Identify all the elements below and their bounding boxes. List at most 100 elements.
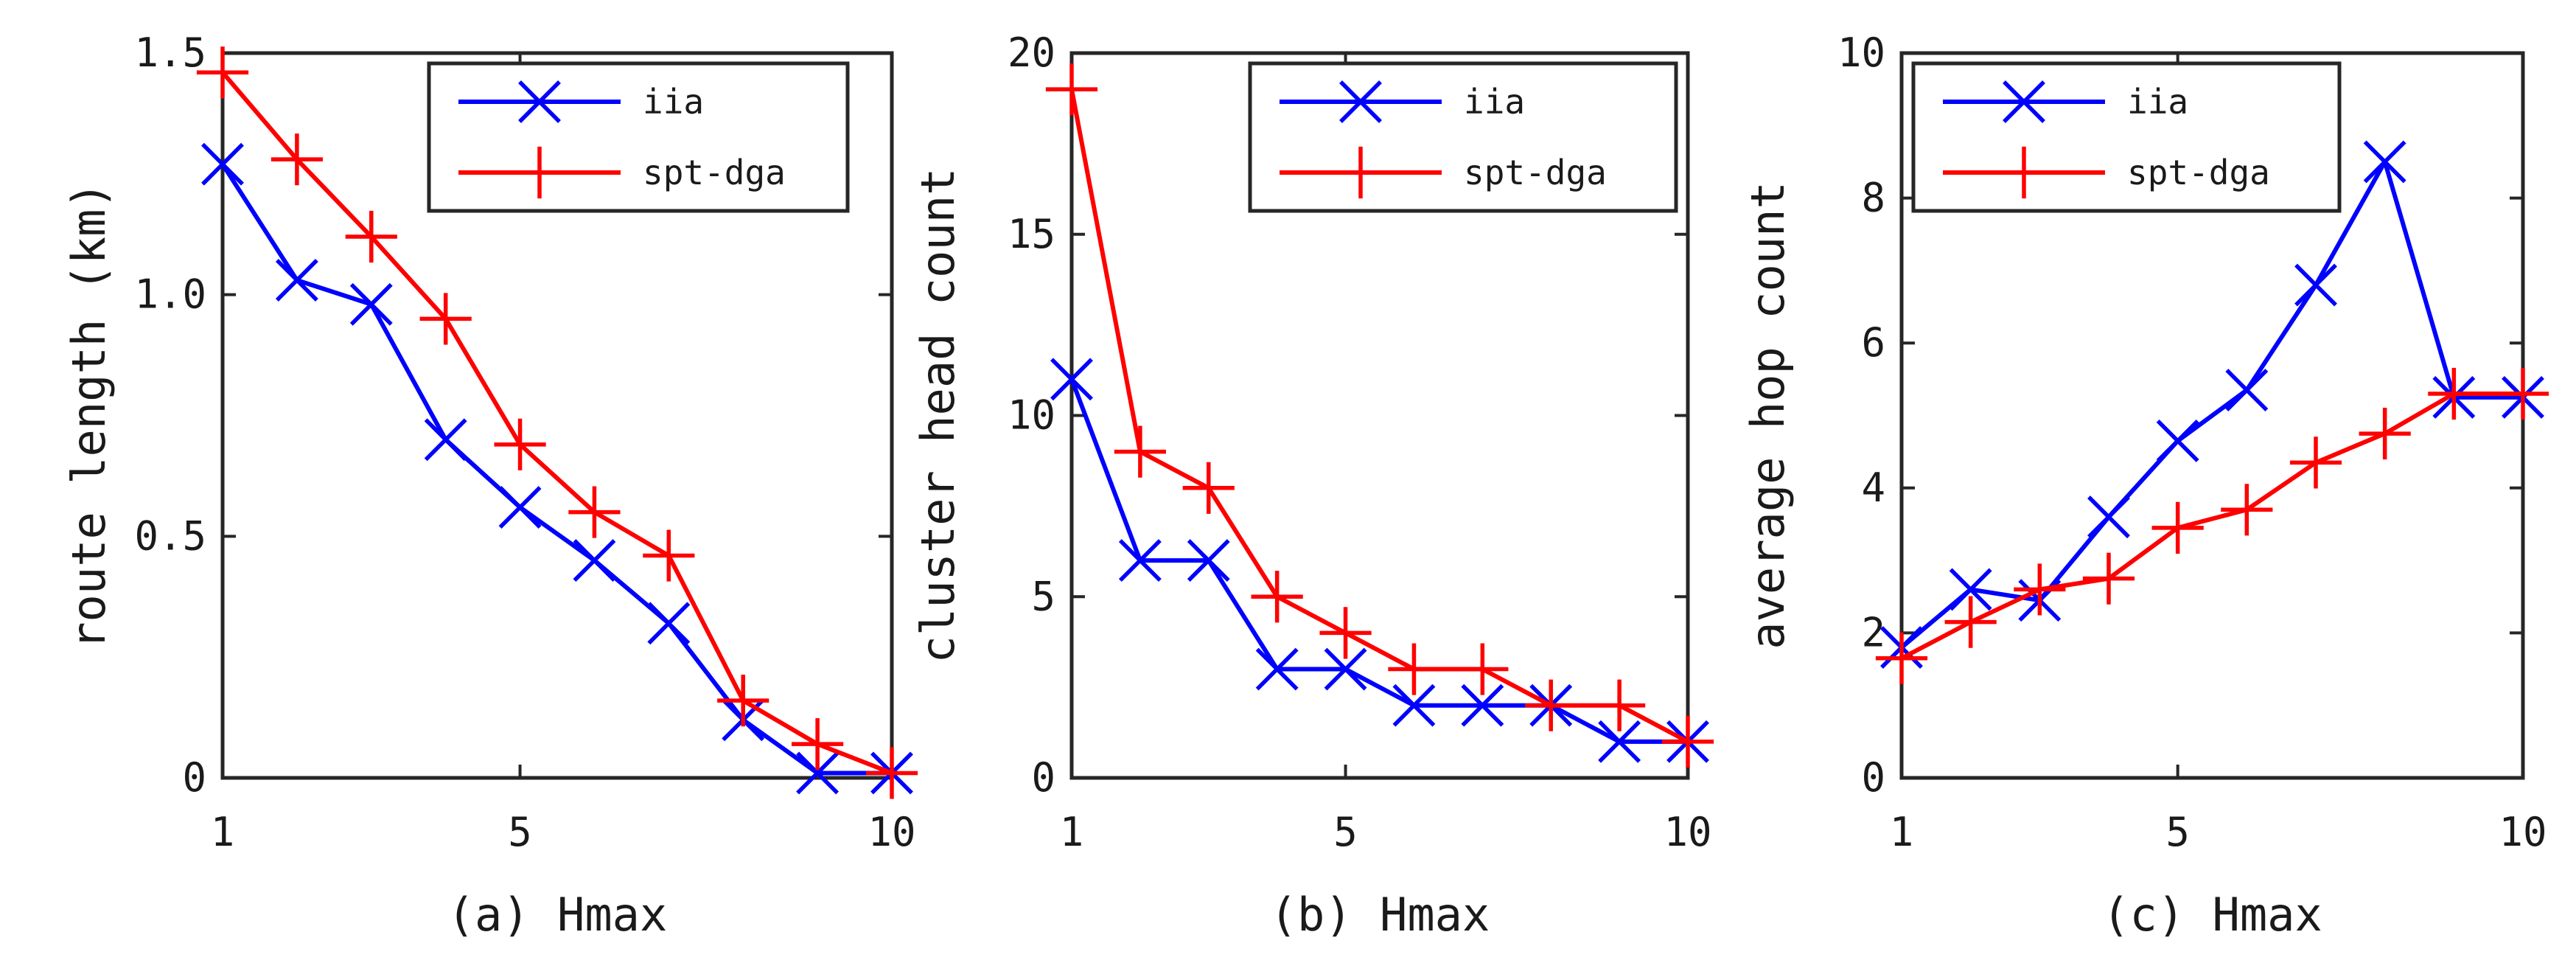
data-point-plus-marker <box>2359 407 2411 460</box>
data-point-x-marker <box>201 142 244 186</box>
series-line <box>1900 392 2523 661</box>
data-point-x-marker <box>1598 720 1641 763</box>
y-axis-label: cluster head count <box>911 168 965 664</box>
data-point-plus-marker <box>2428 367 2480 420</box>
y-axis-label: average hop count <box>1741 181 1795 650</box>
series-iia <box>1050 358 1709 763</box>
y-tick-label: 10 <box>1008 392 1055 439</box>
y-tick-label: 1.0 <box>134 271 206 318</box>
data-point-x-marker <box>498 486 542 529</box>
y-tick-label: 4 <box>1861 465 1885 511</box>
data-point-x-marker <box>1187 539 1230 582</box>
data-point-x-marker <box>2225 369 2269 412</box>
data-point-plus-marker <box>2151 501 2204 554</box>
data-point-x-marker <box>349 282 393 326</box>
x-tick-label: 10 <box>868 809 915 855</box>
y-tick-label: 0 <box>182 754 206 801</box>
legend-label-spt-dga: spt-dga <box>2127 153 2270 192</box>
data-point-plus-marker <box>1525 679 1577 731</box>
x-axis-label: (a) Hmax <box>447 888 668 942</box>
chart-panel-a: 1 5 10 0 0.5 1.0 1.5 (a) Hmax route length (km) i… <box>62 29 918 942</box>
data-point-plus-marker <box>865 747 918 799</box>
data-point-plus-marker <box>270 133 323 186</box>
data-point-x-marker <box>1050 358 1093 401</box>
y-tick-label: 6 <box>1861 319 1885 366</box>
data-point-plus-marker <box>1594 679 1646 731</box>
series-line <box>1900 159 2523 650</box>
legend-box <box>1911 61 2342 213</box>
series-iia <box>1880 140 2544 669</box>
data-point-x-marker <box>518 80 561 123</box>
x-axis-label: (b) Hmax <box>1270 888 1490 942</box>
data-point-plus-marker <box>345 210 397 263</box>
series-line <box>220 163 892 776</box>
data-point-plus-marker <box>1182 462 1235 514</box>
series-line <box>1069 88 1689 744</box>
x-tick-label: 1 <box>211 809 235 855</box>
series-line <box>1069 378 1688 744</box>
data-point-plus-marker <box>1114 425 1166 478</box>
data-point-x-marker <box>1324 647 1367 691</box>
y-tick-label: 5 <box>1031 573 1055 619</box>
series-line <box>220 71 893 776</box>
x-tick-label: 1 <box>1060 809 1084 855</box>
legend-box <box>1248 61 1678 213</box>
data-point-plus-marker <box>513 146 566 199</box>
x-tick-label: 5 <box>2165 809 2190 855</box>
y-tick-label: 0.5 <box>134 512 206 559</box>
y-tick-label: 0 <box>1031 754 1055 801</box>
x-tick-label: 1 <box>1890 809 1914 855</box>
data-point-x-marker <box>1118 539 1162 582</box>
legend: iia spt-dga <box>1248 61 1678 213</box>
legend: iia spt-dga <box>1911 61 2342 213</box>
x-tick-label: 10 <box>1664 809 1711 855</box>
data-point-plus-marker <box>2496 367 2549 420</box>
data-point-x-marker <box>2087 495 2130 539</box>
legend-label-iia: iia <box>1464 82 1525 122</box>
legend-label-iia: iia <box>643 82 704 122</box>
y-tick-label: 8 <box>1861 175 1885 221</box>
data-point-plus-marker <box>1997 146 2050 199</box>
data-point-plus-marker <box>1045 63 1098 116</box>
data-point-plus-marker <box>2014 563 2066 616</box>
data-point-x-marker <box>2363 140 2406 184</box>
x-tick-label: 5 <box>1333 809 1358 855</box>
data-point-x-marker <box>1461 684 1504 727</box>
x-axis-label: (c) Hmax <box>2102 888 2322 942</box>
data-point-plus-marker <box>568 486 621 538</box>
x-tick-label: 10 <box>2499 809 2547 855</box>
data-point-plus-marker <box>643 529 695 582</box>
data-point-x-marker <box>796 751 840 795</box>
data-point-plus-marker <box>196 46 249 99</box>
data-point-plus-marker <box>2221 484 2273 536</box>
chart-panel-c: 1 5 10 0 2 4 6 8 10 (c) Hmax average hop count iia s… <box>1741 29 2549 942</box>
data-point-x-marker <box>424 418 467 462</box>
y-tick-label: 10 <box>1837 29 1885 76</box>
data-point-plus-marker <box>1319 607 1372 659</box>
data-point-plus-marker <box>494 418 546 470</box>
y-tick-label: 1.5 <box>134 29 206 76</box>
data-point-x-marker <box>2294 263 2337 307</box>
y-tick-label: 0 <box>1861 754 1885 801</box>
y-tick-label: 20 <box>1008 29 1055 76</box>
y-tick-label: 15 <box>1008 211 1055 257</box>
legend: iia spt-dga <box>427 61 850 213</box>
data-point-plus-marker <box>1875 632 1928 684</box>
data-point-plus-marker <box>1388 643 1440 695</box>
legend-label-spt-dga: spt-dga <box>643 153 786 192</box>
series-iia <box>201 142 913 795</box>
data-point-plus-marker <box>1661 715 1714 768</box>
series-spt-dga <box>196 46 918 799</box>
data-point-plus-marker <box>1456 643 1509 695</box>
data-point-x-marker <box>647 602 691 645</box>
data-point-x-marker <box>2003 80 2045 123</box>
x-tick-label: 5 <box>508 809 532 855</box>
data-point-plus-marker <box>1334 146 1387 199</box>
data-point-x-marker <box>1255 647 1299 691</box>
data-point-x-marker <box>275 259 318 302</box>
legend-box <box>427 61 850 213</box>
data-point-plus-marker <box>792 718 844 771</box>
data-point-x-marker <box>1949 568 1992 611</box>
